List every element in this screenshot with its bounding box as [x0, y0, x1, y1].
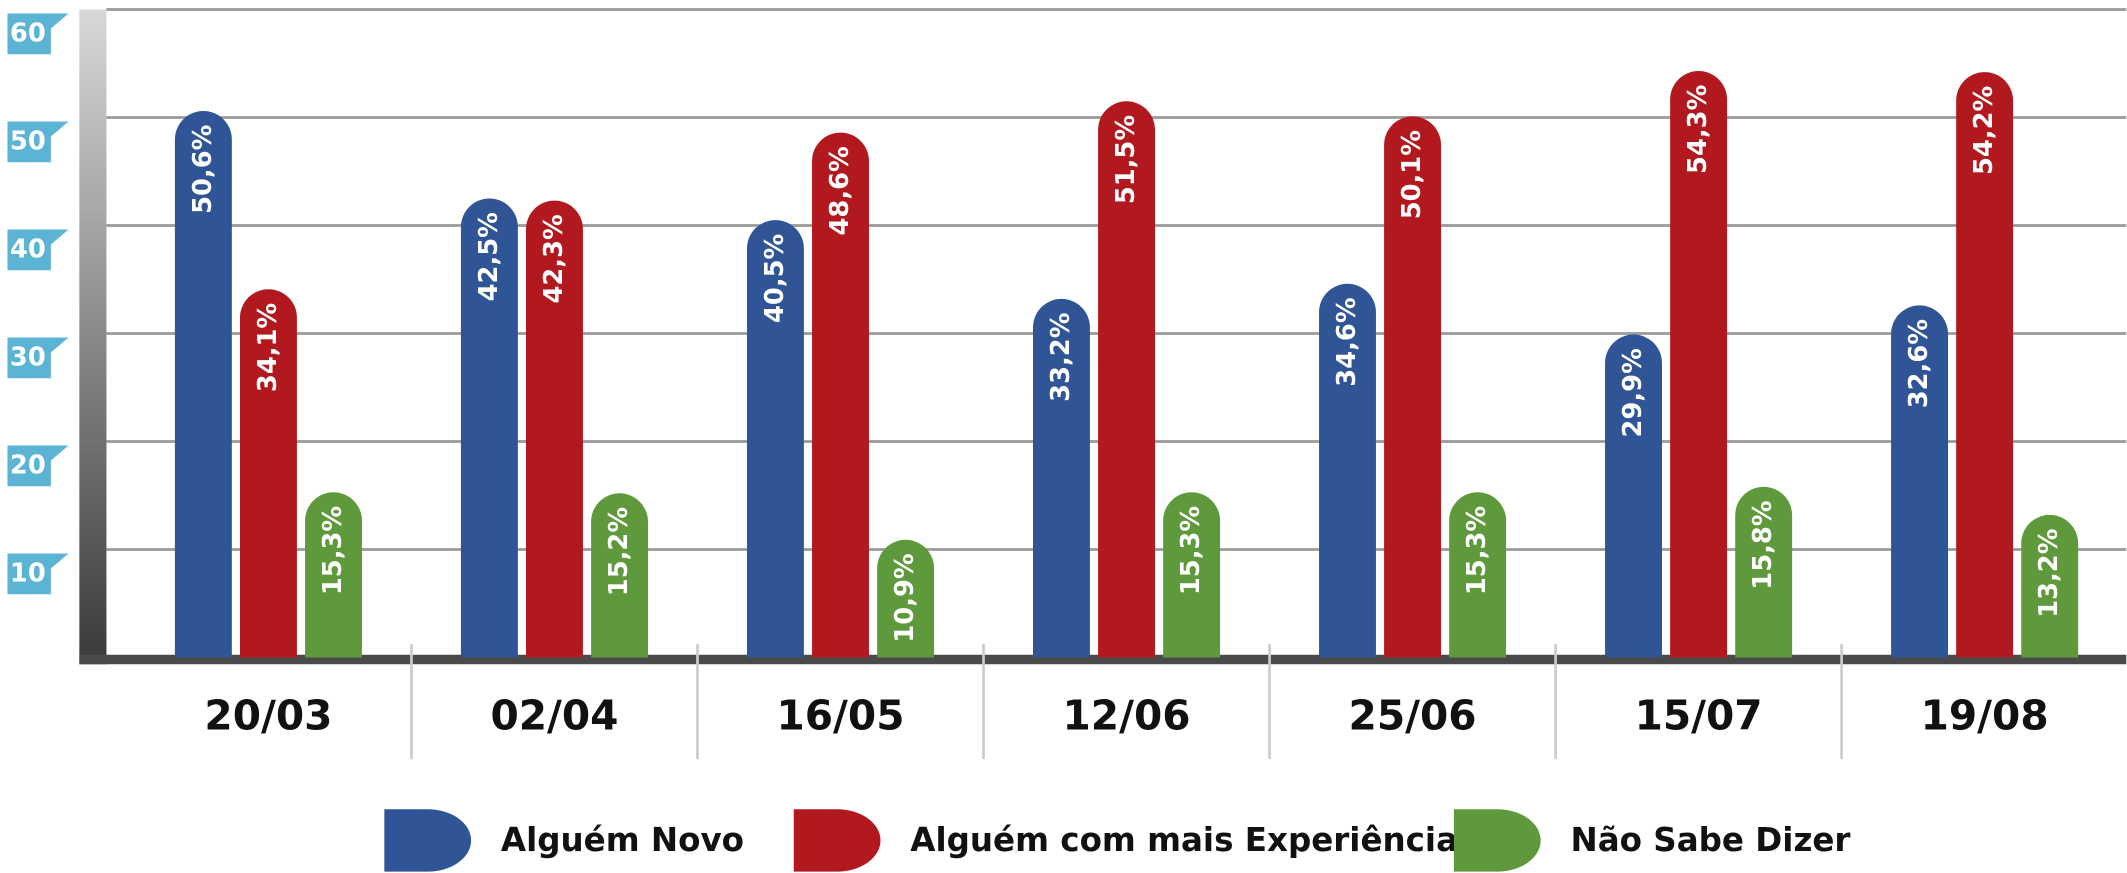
bar: [746, 220, 804, 658]
y-tick-tag: [7, 13, 69, 55]
bar: [591, 493, 649, 658]
value-label: 29,9%: [1618, 348, 1648, 437]
value-label: 48,6%: [825, 146, 855, 235]
value-label: 32,6%: [1904, 319, 1934, 408]
value-label: 54,2%: [1969, 86, 1999, 175]
value-label: 34,1%: [253, 303, 283, 392]
value-label: 33,2%: [1046, 312, 1076, 401]
x-axis: [79, 654, 2127, 665]
bar: [1956, 72, 2014, 658]
bar: [174, 111, 232, 658]
value-label: 50,1%: [1397, 130, 1427, 219]
bar: [1384, 116, 1442, 658]
bar: [1735, 486, 1793, 658]
legend-swatch: [793, 809, 881, 872]
y-tick-label: 30: [10, 342, 46, 372]
legend-label: Alguém Novo: [501, 821, 744, 859]
value-label: 42,3%: [539, 214, 569, 303]
value-label: 15,3%: [318, 506, 348, 595]
value-label: 34,6%: [1332, 297, 1362, 386]
bar: [239, 289, 297, 658]
y-tick-label: 60: [10, 18, 46, 48]
value-label: 13,2%: [2034, 528, 2064, 617]
y-tick-tag: [7, 445, 69, 487]
y-tick-tag: [7, 553, 69, 595]
value-label: 50,6%: [188, 125, 218, 214]
y-tick-label: 50: [10, 126, 46, 156]
y-axis-bar: [79, 9, 107, 665]
y-tick-tag: [7, 337, 69, 379]
value-label: 15,3%: [1176, 506, 1206, 595]
value-label: 15,8%: [1748, 500, 1778, 589]
value-label: 51,5%: [1111, 115, 1141, 204]
y-tick-tag: [7, 121, 69, 163]
y-tick-label: 10: [10, 558, 46, 588]
legend-swatch: [1453, 809, 1541, 872]
value-label: 15,2%: [604, 507, 634, 596]
bar: [1449, 492, 1507, 658]
bar: [1098, 101, 1156, 658]
value-label: 54,3%: [1683, 85, 1713, 174]
bar: [460, 198, 518, 658]
y-tick-tag: [7, 229, 69, 271]
legend-label: Alguém com mais Experiência: [910, 821, 1458, 859]
x-tick-label: 15/07: [1635, 691, 1763, 739]
bar: [1891, 305, 1949, 658]
y-tick-label: 20: [10, 450, 46, 480]
bar: [1032, 298, 1090, 658]
value-label: 42,5%: [474, 212, 504, 301]
x-tick-label: 12/06: [1063, 691, 1191, 739]
bar: [1319, 283, 1376, 658]
x-tick-label: 19/08: [1921, 691, 2049, 739]
legend-swatch: [384, 809, 472, 872]
bar: [305, 492, 362, 658]
y-tick-label: 40: [10, 234, 46, 264]
value-label: 40,5%: [760, 234, 790, 323]
legend-label: Não Sabe Dizer: [1570, 821, 1850, 859]
bar: [1605, 334, 1662, 658]
bar: [812, 132, 869, 658]
value-label: 10,9%: [890, 553, 920, 642]
x-tick-label: 02/04: [490, 691, 618, 739]
bar: [1163, 492, 1221, 658]
bar: [1670, 71, 1728, 658]
bar: [2021, 514, 2079, 658]
bar: [877, 539, 935, 658]
x-tick-label: 25/06: [1349, 691, 1477, 739]
value-label: 15,3%: [1462, 506, 1492, 595]
bar: [526, 200, 583, 658]
x-tick-label: 20/03: [204, 691, 332, 739]
x-tick-label: 16/05: [776, 691, 904, 739]
